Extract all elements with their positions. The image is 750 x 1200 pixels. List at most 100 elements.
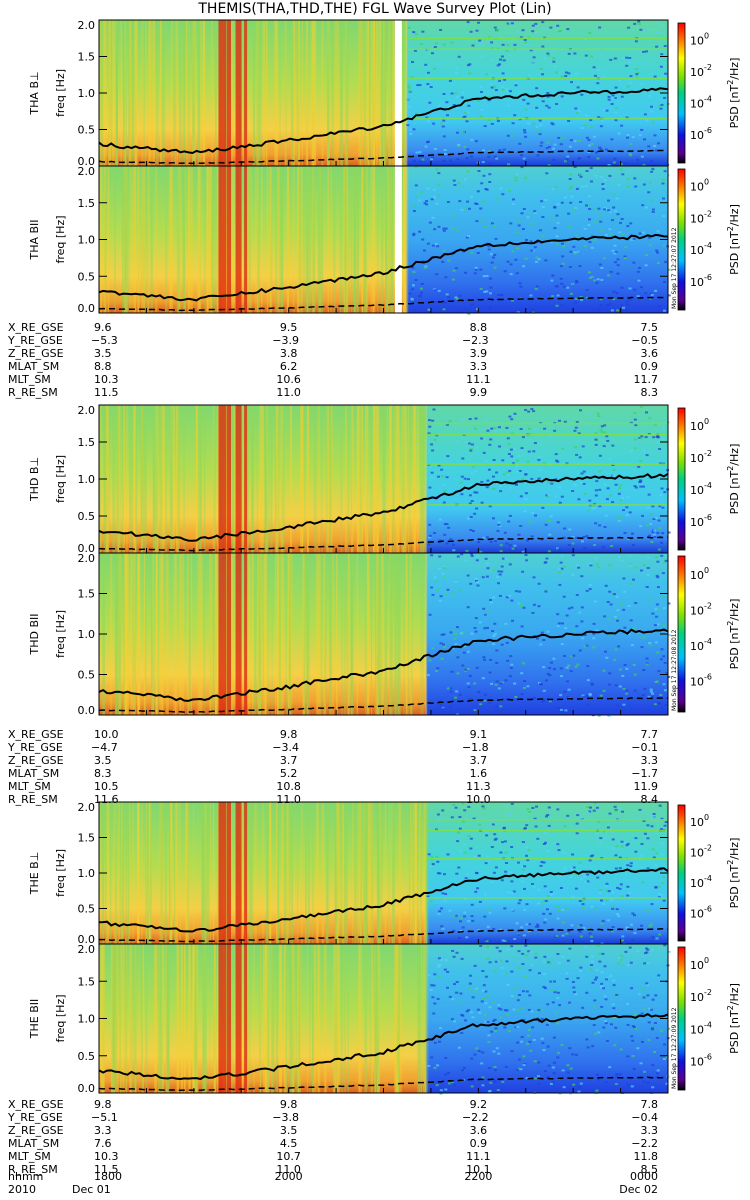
spectrogram-streak [232, 405, 235, 553]
spectrogram-speckle [581, 445, 585, 448]
spectrogram-speckle [571, 574, 575, 577]
spectrogram-speckle [483, 1013, 487, 1016]
spectrogram-speckle [428, 659, 432, 662]
spectrogram-streak [200, 20, 202, 166]
spectrogram-speckle [662, 561, 666, 564]
spectrogram-speckle [542, 985, 546, 988]
spectrogram-speckle [419, 287, 423, 290]
spectrogram-speckle [470, 443, 474, 446]
spectrogram-streak [233, 553, 235, 715]
spectrogram-speckle [524, 554, 528, 556]
spectrogram-streak [202, 802, 205, 944]
spectrogram-speckle [516, 1041, 520, 1044]
spectrogram-speckle [552, 60, 556, 63]
spectrogram-speckle [408, 90, 412, 93]
spectrogram-speckle [549, 436, 553, 439]
spectrogram-speckle [495, 471, 499, 474]
spectrogram-streak [213, 944, 217, 1093]
spectrogram-speckle [470, 500, 474, 502]
spectrogram-speckle [600, 899, 603, 902]
spectrogram-speckle [445, 523, 449, 525]
spectrogram-speckle [570, 867, 574, 870]
spectrogram-speckle [452, 543, 455, 546]
spectrogram-speckle [633, 447, 637, 450]
spectrogram-speckle [615, 1075, 619, 1078]
spectrogram-speckle [557, 707, 561, 710]
spectrogram-speckle [543, 973, 547, 976]
spectrogram-speckle [541, 216, 545, 218]
spectrogram-speckle [517, 602, 521, 605]
colorbar-tick-label: 10-6 [690, 673, 712, 689]
spectrogram-streak [363, 20, 367, 166]
spectrogram-speckle [440, 633, 444, 636]
spectrogram-speckle [581, 903, 585, 906]
spectrogram-speckle [464, 560, 468, 563]
spectrogram-speckle [479, 550, 483, 553]
spectrogram-speckle [460, 208, 464, 211]
spectrogram-speckle [510, 455, 514, 458]
spectrogram-streak [327, 20, 330, 166]
spectrogram-speckle [493, 1079, 497, 1082]
spectrogram-speckle [520, 865, 524, 868]
spectrogram-streak [312, 166, 315, 313]
spectrogram-streak [176, 802, 179, 944]
spectrogram-speckle [572, 986, 576, 989]
spectrogram-streak [271, 553, 273, 715]
spectrogram-streak [200, 553, 203, 715]
spectrogram-speckle [467, 987, 471, 990]
spectrogram-speckle [647, 493, 651, 496]
spectrogram-streak [192, 944, 194, 1093]
spectrogram-speckle [562, 1086, 566, 1089]
spectrogram-speckle [600, 986, 604, 989]
y-tick-label: 1.5 [78, 436, 96, 449]
spectrogram-speckle [562, 285, 566, 288]
spectrogram-speckle [642, 50, 646, 53]
spectrogram-speckle [515, 173, 519, 176]
spectrogram-streak [307, 166, 309, 313]
spectrogram-streak [347, 553, 350, 715]
spectrogram-speckle [420, 43, 424, 45]
spectrogram-streak [245, 944, 249, 1093]
spectrogram-streak [141, 405, 145, 553]
spectrogram-speckle [522, 934, 526, 937]
date-start: Dec 01 [72, 1183, 111, 1196]
spectrogram-speckle [525, 923, 529, 926]
spectrogram-speckle [503, 531, 507, 534]
spectrogram-streak [285, 944, 288, 1093]
spectrogram-speckle [591, 275, 594, 278]
spectrogram-streak [190, 166, 193, 313]
spectrogram-speckle [613, 97, 617, 99]
spectrogram-streak [150, 166, 153, 313]
spectrogram-speckle [662, 876, 666, 879]
spectrogram-speckle [606, 919, 610, 922]
spectrogram-speckle [583, 227, 587, 230]
spectrogram-streak [195, 405, 198, 553]
spectrogram-speckle [524, 176, 528, 179]
spectrogram-streak [297, 944, 299, 1093]
spectrogram-speckle [457, 55, 461, 58]
ephemeris-value: −3.4 [272, 741, 299, 754]
ephemeris-value: 3.8 [280, 347, 298, 360]
spectrogram-speckle [490, 682, 494, 685]
spectrogram-speckle [525, 539, 529, 542]
spectrogram-speckle [541, 234, 545, 237]
spectrogram-speckle [540, 861, 544, 864]
spectrogram-speckle [614, 1083, 618, 1086]
spectrogram-speckle [551, 295, 555, 298]
spectrogram-speckle [484, 460, 488, 463]
spectrogram-streak [412, 802, 415, 944]
spectrogram-speckle [481, 997, 485, 1000]
spectrogram-speckle [664, 704, 668, 707]
spectrogram-speckle [529, 49, 533, 52]
spectrogram-speckle [540, 141, 544, 144]
spectrogram-speckle [647, 1021, 651, 1024]
spectrogram-speckle [611, 907, 615, 910]
spectrogram-speckle [649, 923, 653, 926]
spectrogram-speckle [484, 990, 488, 993]
spectrogram-speckle [455, 991, 459, 994]
spectrogram-speckle [483, 97, 486, 100]
spectrogram-speckle [523, 887, 526, 890]
spectrogram-streak [253, 20, 256, 166]
spectrogram-speckle [577, 157, 581, 160]
spectrogram-speckle [433, 289, 437, 292]
